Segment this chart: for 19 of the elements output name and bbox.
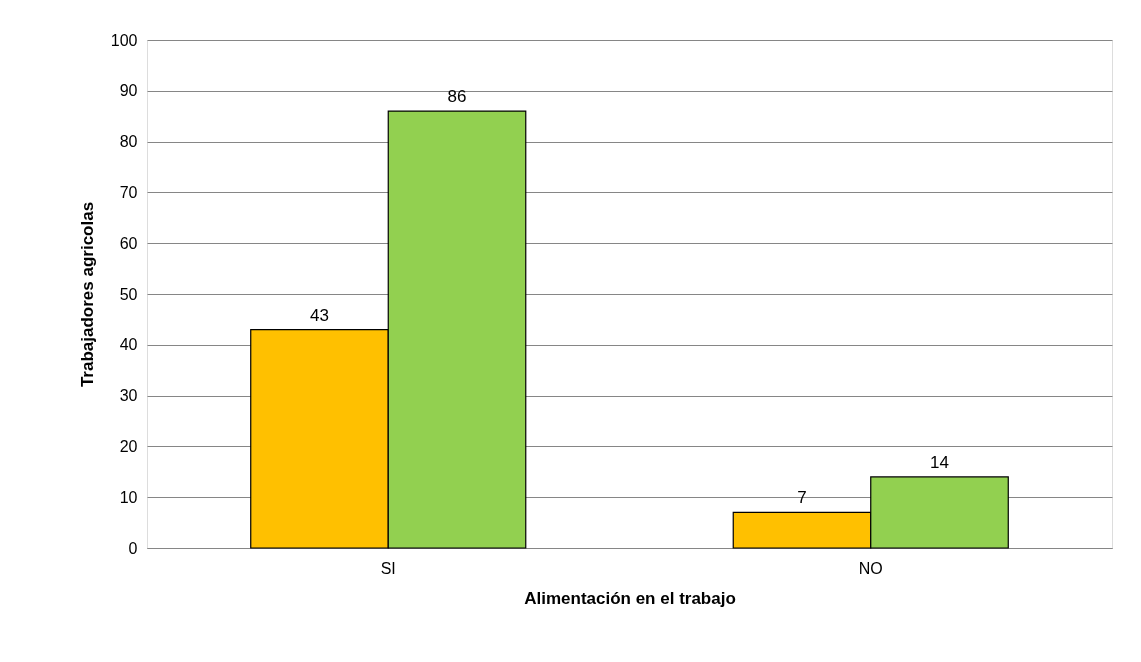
y-tick-label: 100 bbox=[110, 31, 138, 49]
y-tick-label: 90 bbox=[119, 82, 138, 100]
x-tick-label: SI bbox=[380, 559, 396, 577]
y-tick-label: 50 bbox=[119, 285, 138, 303]
y-tick-label: 70 bbox=[119, 183, 138, 201]
x-tick-label: NO bbox=[858, 559, 883, 577]
x-axis-title: Alimentación en el trabajo bbox=[524, 588, 736, 608]
y-tick-label: 20 bbox=[119, 437, 138, 455]
y-tick-label: 40 bbox=[119, 336, 138, 354]
y-axis-title: Trabajadores agricolas bbox=[77, 201, 97, 388]
y-tick-label: 0 bbox=[128, 539, 138, 557]
y-tick-label: 60 bbox=[119, 234, 138, 252]
y-tick-label: 80 bbox=[119, 133, 138, 151]
data-label: 7 bbox=[797, 488, 807, 508]
data-label: 14 bbox=[930, 452, 949, 472]
y-tick-label: 30 bbox=[119, 387, 138, 405]
data-label: 86 bbox=[447, 87, 467, 107]
y-tick-label: 10 bbox=[119, 488, 138, 506]
data-label: 43 bbox=[310, 305, 329, 325]
